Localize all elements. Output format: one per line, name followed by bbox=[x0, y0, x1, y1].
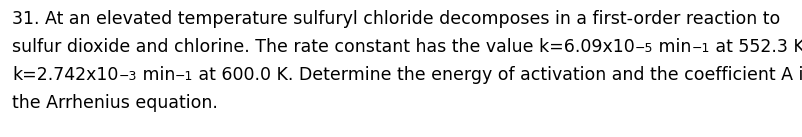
Text: −1: −1 bbox=[691, 42, 709, 55]
Text: 31. At an elevated temperature sulfuryl chloride decomposes in a first-order rea: 31. At an elevated temperature sulfuryl … bbox=[12, 10, 780, 28]
Text: −3: −3 bbox=[118, 69, 136, 82]
Text: the Arrhenius equation.: the Arrhenius equation. bbox=[12, 94, 217, 112]
Text: min: min bbox=[653, 38, 691, 56]
Text: sulfur dioxide and chlorine. The rate constant has the value k=6.09x10: sulfur dioxide and chlorine. The rate co… bbox=[12, 38, 634, 56]
Text: min: min bbox=[136, 66, 175, 84]
Text: at 600.0 K. Determine the energy of activation and the coefficient A in: at 600.0 K. Determine the energy of acti… bbox=[193, 66, 802, 84]
Text: k=2.742x10: k=2.742x10 bbox=[12, 66, 118, 84]
Text: −5: −5 bbox=[634, 42, 653, 55]
Text: −1: −1 bbox=[175, 69, 193, 82]
Text: at 552.3 K and: at 552.3 K and bbox=[709, 38, 802, 56]
